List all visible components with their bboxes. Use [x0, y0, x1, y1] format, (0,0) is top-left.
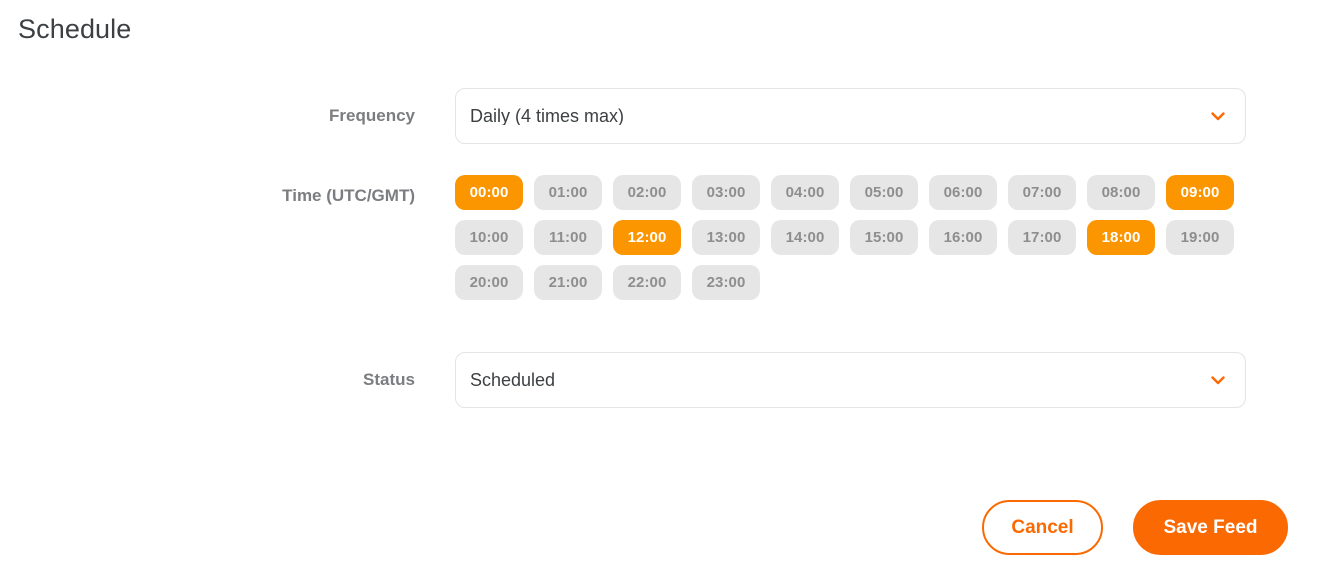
time-slot-chip[interactable]: 22:00	[613, 265, 681, 300]
time-slot-grid: 00:00 01:00 02:00 03:00 04:00 05:00 06:00 07:00…	[455, 168, 1246, 300]
time-slot-chip[interactable]: 01:00	[534, 175, 602, 210]
time-slot-chip[interactable]: 15:00	[850, 220, 918, 255]
time-label: Time (UTC/GMT)	[282, 186, 415, 205]
time-slot-chip[interactable]: 00:00	[455, 175, 523, 210]
save-feed-button[interactable]: Save Feed	[1133, 500, 1288, 555]
time-control: 00:00 01:00 02:00 03:00 04:00 05:00 06:00 07:00…	[455, 168, 1246, 300]
time-slot-chip[interactable]: 16:00	[929, 220, 997, 255]
form-row-status: Status Scheduled	[0, 352, 1320, 408]
status-control: Scheduled	[455, 352, 1246, 408]
time-slot-chip[interactable]: 08:00	[1087, 175, 1155, 210]
chevron-down-icon	[1209, 371, 1227, 389]
time-slot-chip[interactable]: 19:00	[1166, 220, 1234, 255]
time-slot-chip[interactable]: 13:00	[692, 220, 760, 255]
frequency-control: Daily (4 times max)	[455, 88, 1246, 144]
chevron-down-icon	[1209, 107, 1227, 125]
time-slot-chip[interactable]: 06:00	[929, 175, 997, 210]
time-slot-chip[interactable]: 10:00	[455, 220, 523, 255]
time-slot-chip[interactable]: 20:00	[455, 265, 523, 300]
time-slot-chip[interactable]: 23:00	[692, 265, 760, 300]
status-label: Status	[363, 370, 415, 389]
time-slot-chip[interactable]: 12:00	[613, 220, 681, 255]
time-slot-chip[interactable]: 03:00	[692, 175, 760, 210]
frequency-label: Frequency	[329, 106, 415, 125]
form-row-time: Time (UTC/GMT) 00:00 01:00 02:00 03:00 04:00…	[0, 168, 1320, 300]
page-title: Schedule	[18, 14, 132, 44]
time-slot-chip[interactable]: 04:00	[771, 175, 839, 210]
form-actions: Cancel Save Feed	[0, 500, 1320, 555]
schedule-form: Frequency Daily (4 times max) Time (UTC/…	[0, 88, 1320, 408]
time-slot-chip[interactable]: 09:00	[1166, 175, 1234, 210]
time-slot-chip[interactable]: 11:00	[534, 220, 602, 255]
time-slot-chip[interactable]: 07:00	[1008, 175, 1076, 210]
status-selected-value: Scheduled	[470, 371, 556, 389]
status-select[interactable]: Scheduled	[455, 352, 1246, 408]
time-slot-chip[interactable]: 18:00	[1087, 220, 1155, 255]
time-slot-chip[interactable]: 17:00	[1008, 220, 1076, 255]
cancel-button[interactable]: Cancel	[982, 500, 1103, 555]
time-slot-chip[interactable]: 14:00	[771, 220, 839, 255]
time-slot-chip[interactable]: 05:00	[850, 175, 918, 210]
time-slot-chip[interactable]: 02:00	[613, 175, 681, 210]
form-row-frequency: Frequency Daily (4 times max)	[0, 88, 1320, 144]
frequency-select[interactable]: Daily (4 times max)	[455, 88, 1246, 144]
frequency-selected-value: Daily (4 times max)	[470, 107, 625, 125]
time-slot-chip[interactable]: 21:00	[534, 265, 602, 300]
